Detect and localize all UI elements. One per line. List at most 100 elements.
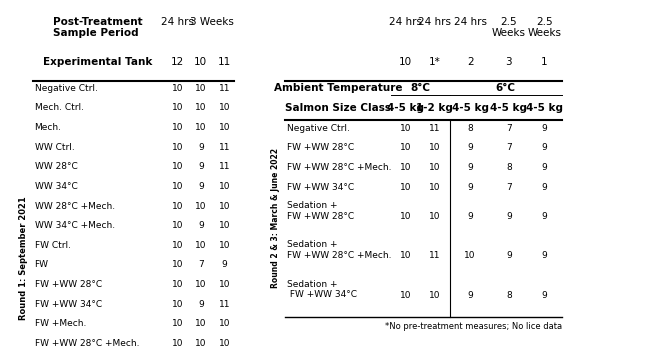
- Text: WW 34°C +Mech.: WW 34°C +Mech.: [35, 221, 115, 230]
- Text: 8°C: 8°C: [410, 83, 430, 93]
- Text: 11: 11: [219, 143, 230, 152]
- Text: 10: 10: [219, 241, 230, 250]
- Text: 9: 9: [198, 143, 204, 152]
- Text: 11: 11: [219, 300, 230, 309]
- Text: 10: 10: [172, 202, 184, 211]
- Text: 9: 9: [542, 124, 547, 133]
- Text: 9: 9: [198, 221, 204, 230]
- Text: Negative Ctrl.: Negative Ctrl.: [287, 124, 350, 133]
- Text: 10: 10: [172, 261, 184, 269]
- Text: 7: 7: [506, 143, 512, 152]
- Text: Ambient Temperature: Ambient Temperature: [273, 83, 402, 93]
- Text: Sedation +
 FW +WW 34°C: Sedation + FW +WW 34°C: [287, 280, 357, 299]
- Text: 10: 10: [400, 124, 411, 133]
- Text: 10: 10: [172, 162, 184, 171]
- Text: 10: 10: [429, 163, 441, 172]
- Text: 10: 10: [429, 291, 441, 300]
- Text: 1-2 kg: 1-2 kg: [417, 103, 453, 113]
- Text: 10: 10: [400, 143, 411, 152]
- Text: 10: 10: [172, 280, 184, 289]
- Text: 10: 10: [195, 202, 206, 211]
- Text: 9: 9: [198, 300, 204, 309]
- Text: 10: 10: [172, 83, 184, 93]
- Text: 24 hrs: 24 hrs: [454, 17, 487, 27]
- Text: 10: 10: [195, 339, 206, 348]
- Text: 24 hrs: 24 hrs: [161, 17, 194, 27]
- Text: 9: 9: [467, 143, 473, 152]
- Text: 10: 10: [429, 212, 441, 221]
- Text: 9: 9: [467, 183, 473, 192]
- Text: WW Ctrl.: WW Ctrl.: [35, 143, 74, 152]
- Text: 10: 10: [400, 291, 411, 300]
- Text: 9: 9: [542, 212, 547, 221]
- Text: 2.5
Weeks: 2.5 Weeks: [492, 17, 526, 38]
- Text: 24 hrs: 24 hrs: [389, 17, 422, 27]
- Text: 10: 10: [219, 202, 230, 211]
- Text: 4-5 kg: 4-5 kg: [526, 103, 563, 113]
- Text: 9: 9: [467, 212, 473, 221]
- Text: WW 28°C: WW 28°C: [35, 162, 77, 171]
- Text: 11: 11: [429, 251, 441, 261]
- Text: FW +WW 34°C: FW +WW 34°C: [287, 183, 354, 192]
- Text: 10: 10: [219, 339, 230, 348]
- Text: 9: 9: [221, 261, 227, 269]
- Text: 1*: 1*: [429, 58, 441, 67]
- Text: 10: 10: [194, 58, 207, 67]
- Text: WW 28°C +Mech.: WW 28°C +Mech.: [35, 202, 115, 211]
- Text: 10: 10: [219, 103, 230, 112]
- Text: FW +WW 28°C: FW +WW 28°C: [35, 280, 102, 289]
- Text: 11: 11: [429, 124, 441, 133]
- Text: 1: 1: [541, 58, 547, 67]
- Text: Sedation +
FW +WW 28°C: Sedation + FW +WW 28°C: [287, 201, 354, 220]
- Text: 9: 9: [467, 291, 473, 300]
- Text: Post-Treatment
Sample Period: Post-Treatment Sample Period: [53, 17, 143, 38]
- Text: 8: 8: [506, 291, 512, 300]
- Text: Mech. Ctrl.: Mech. Ctrl.: [35, 103, 83, 112]
- Text: Round 2 & 3: March & June 2022: Round 2 & 3: March & June 2022: [271, 148, 280, 288]
- Text: 10: 10: [172, 103, 184, 112]
- Text: 3 Weeks: 3 Weeks: [190, 17, 234, 27]
- Text: 10: 10: [400, 251, 411, 261]
- Text: 10: 10: [219, 123, 230, 132]
- Text: 9: 9: [542, 143, 547, 152]
- Text: FW +WW 28°C +Mech.: FW +WW 28°C +Mech.: [35, 339, 139, 348]
- Text: 3: 3: [506, 58, 512, 67]
- Text: 10: 10: [172, 300, 184, 309]
- Text: 7: 7: [198, 261, 204, 269]
- Text: FW +WW 34°C: FW +WW 34°C: [35, 300, 102, 309]
- Text: 10: 10: [219, 182, 230, 191]
- Text: FW: FW: [35, 261, 49, 269]
- Text: 10: 10: [464, 251, 476, 261]
- Text: 11: 11: [217, 58, 231, 67]
- Text: 9: 9: [198, 182, 204, 191]
- Text: Round 1: September 2021: Round 1: September 2021: [19, 196, 28, 320]
- Text: 10: 10: [172, 320, 184, 328]
- Text: FW Ctrl.: FW Ctrl.: [35, 241, 70, 250]
- Text: *No pre-treatment measures; No lice data: *No pre-treatment measures; No lice data: [385, 322, 562, 331]
- Text: Sedation +
FW +WW 28°C +Mech.: Sedation + FW +WW 28°C +Mech.: [287, 240, 391, 260]
- Text: 24 hrs: 24 hrs: [419, 17, 451, 27]
- Text: 10: 10: [219, 280, 230, 289]
- Text: 10: 10: [172, 339, 184, 348]
- Text: 8: 8: [467, 124, 473, 133]
- Text: 10: 10: [195, 241, 206, 250]
- Text: FW +Mech.: FW +Mech.: [35, 320, 86, 328]
- Text: FW +WW 28°C: FW +WW 28°C: [287, 143, 354, 152]
- Text: 9: 9: [542, 163, 547, 172]
- Text: 2.5
Weeks: 2.5 Weeks: [527, 17, 562, 38]
- Text: FW +WW 28°C +Mech.: FW +WW 28°C +Mech.: [287, 163, 391, 172]
- Text: 11: 11: [219, 83, 230, 93]
- Text: Mech.: Mech.: [35, 123, 62, 132]
- Text: Salmon Size Class: Salmon Size Class: [285, 103, 391, 113]
- Text: 9: 9: [467, 163, 473, 172]
- Text: 10: 10: [172, 241, 184, 250]
- Text: 10: 10: [400, 212, 411, 221]
- Text: 7: 7: [506, 124, 512, 133]
- Text: 11: 11: [219, 162, 230, 171]
- Text: 4-5 kg: 4-5 kg: [387, 103, 424, 113]
- Text: 10: 10: [172, 123, 184, 132]
- Text: 10: 10: [399, 58, 412, 67]
- Text: 10: 10: [195, 123, 206, 132]
- Text: 10: 10: [172, 221, 184, 230]
- Text: 10: 10: [429, 143, 441, 152]
